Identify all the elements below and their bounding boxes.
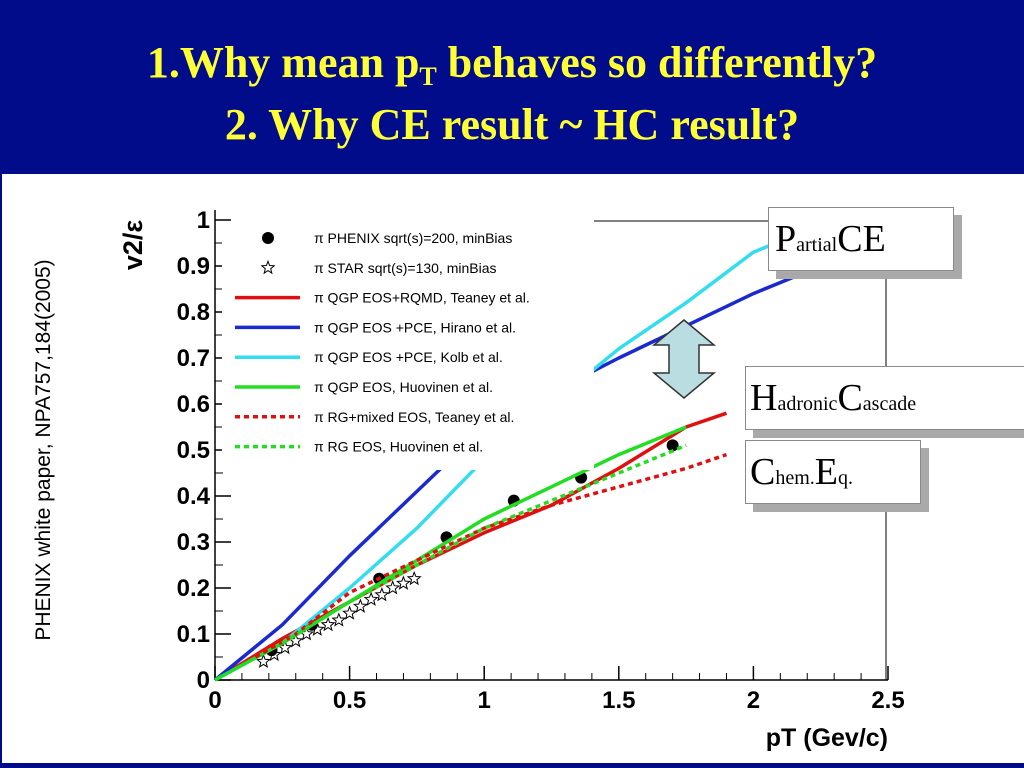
legend-label: π QGP EOS +PCE, Hirano et al. — [314, 319, 516, 335]
star-data-point — [396, 575, 411, 590]
legend-label: π PHENIX sqrt(s)=200, minBias — [314, 230, 512, 246]
legend-label: π RG+mixed EOS, Teaney et al. — [314, 409, 514, 425]
y-tick-label: 0.2 — [177, 575, 210, 602]
legend-entry: π PHENIX sqrt(s)=200, minBias — [262, 230, 512, 246]
legend-entry: π RG+mixed EOS, Teaney et al. — [235, 409, 514, 425]
slide-title-line-2: 2. Why CE result ~ HC result? — [224, 100, 800, 149]
hadronic-cap: H — [750, 377, 778, 419]
chem-eq-label-box: Chem.Eq. — [745, 440, 921, 504]
star-data-point — [374, 586, 390, 602]
y-tick-label: 0.9 — [177, 253, 210, 280]
x-tick-label: 2.5 — [871, 687, 904, 714]
legend-label: π RG EOS, Huovinen et al. — [314, 439, 483, 455]
y-tick-label: 1 — [197, 207, 210, 234]
legend-marker — [260, 259, 276, 275]
legend-marker — [262, 232, 274, 244]
x-tick-label: 1 — [478, 687, 491, 714]
star-data-point — [331, 612, 347, 627]
x-tick-label: 0.5 — [333, 687, 366, 714]
eq-small: q. — [838, 467, 854, 489]
series-line — [281, 443, 687, 645]
partial-ce-label-box: PartialCE — [768, 207, 954, 271]
hadronic-small: adronic — [777, 393, 838, 415]
y-tick-label: 0.6 — [177, 391, 210, 418]
double-arrow-icon — [651, 319, 717, 399]
partial-ce: CE — [837, 218, 886, 260]
star-data-point — [385, 580, 401, 595]
series-line — [254, 452, 728, 659]
x-tick-label: 0 — [208, 687, 221, 714]
bottom-border — [0, 763, 1024, 768]
y-tick-label: 0.3 — [177, 529, 210, 556]
series-6 — [254, 452, 728, 659]
legend-label: π QGP EOS, Huovinen et al. — [314, 379, 493, 395]
left-border — [0, 174, 2, 763]
x-axis-label: pT (Gev/c) — [766, 724, 888, 752]
star-data-point — [266, 646, 282, 662]
star-data-point — [352, 598, 368, 613]
hadronic-cascade-label-box: HadronicCascade — [745, 366, 1024, 430]
cascade-cap: C — [837, 377, 863, 419]
star-data-point — [309, 621, 325, 636]
legend-label: π QGP EOS+RQMD, Teaney et al. — [314, 290, 530, 306]
x-tick-label: 1.5 — [602, 687, 635, 714]
y-tick-label: 0.8 — [177, 299, 210, 326]
source-note: PHENIX white paper, NPA757,184(2005) — [32, 259, 55, 641]
y-axis-label: v2/ε — [118, 220, 148, 271]
title-line1-rest: behaves so differently? — [436, 38, 878, 87]
x-tick-label: 2 — [747, 687, 760, 714]
legend-background — [222, 222, 594, 470]
star-data-point — [363, 591, 379, 606]
series-1 — [256, 570, 422, 669]
legend-entry: π QGP EOS, Huovinen et al. — [235, 379, 493, 395]
y-tick-label: 0.5 — [177, 437, 210, 464]
title-line1-main: 1.Why mean p — [146, 38, 420, 87]
y-tick-label: 0.7 — [177, 345, 210, 372]
eq-cap: E — [814, 451, 839, 493]
series-7 — [281, 443, 687, 645]
legend-entry: π RG EOS, Huovinen et al. — [235, 439, 483, 455]
slide-title-line-1: 1.Why mean pT behaves so differently? — [0, 38, 1024, 102]
y-tick-label: 0 — [197, 667, 210, 694]
partial-cap: P — [775, 218, 797, 260]
star-data-point — [342, 605, 358, 620]
legend-entry: π QGP EOS+RQMD, Teaney et al. — [235, 290, 530, 306]
star-data-point — [406, 570, 422, 586]
legend-label: π QGP EOS +PCE, Kolb et al. — [314, 349, 503, 365]
title-line1-subscript: T — [419, 62, 437, 91]
cascade-small: ascade — [862, 393, 917, 415]
y-tick-label: 0.1 — [177, 621, 210, 648]
legend-entry: π QGP EOS +PCE, Hirano et al. — [235, 319, 516, 335]
chem-small: hem. — [775, 467, 815, 489]
y-tick-label: 0.4 — [177, 483, 211, 510]
chem-cap: C — [750, 451, 776, 493]
partial-small: artial — [796, 234, 838, 256]
title-bar: 1.Why mean pT behaves so differently? 2.… — [0, 0, 1024, 174]
phenix-data-point — [666, 439, 679, 452]
star-data-point — [256, 653, 271, 669]
legend-entry: π QGP EOS +PCE, Kolb et al. — [235, 349, 503, 365]
star-data-point — [320, 616, 336, 632]
legend-entry: π STAR sqrt(s)=130, minBias — [260, 259, 497, 276]
legend-label: π STAR sqrt(s)=130, minBias — [314, 260, 497, 276]
